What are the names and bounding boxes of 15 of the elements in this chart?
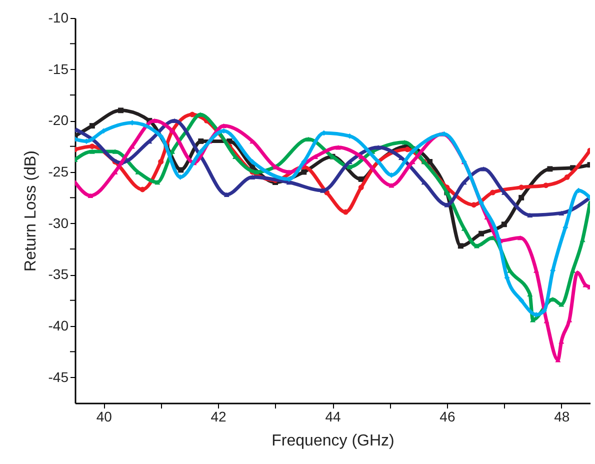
x-tick-label: 40 — [96, 408, 112, 424]
x-axis-title: Frequency (GHz) — [272, 432, 394, 450]
y-axis-title: Return Loss (dB) — [22, 150, 40, 272]
y-tick-label: -15 — [48, 60, 69, 77]
y-tick-label: -40 — [48, 318, 69, 334]
x-tick-label: 42 — [210, 408, 227, 424]
y-tick-label: -10 — [48, 10, 69, 26]
x-tick-label: 44 — [325, 408, 341, 424]
y-tick-label: -35 — [48, 266, 69, 282]
y-tick-label: -30 — [48, 214, 69, 231]
x-tick-label: 46 — [440, 408, 456, 424]
x-tick-label: 48 — [554, 408, 570, 424]
y-tick-label: -45 — [48, 368, 69, 385]
y-tick-label: -25 — [48, 164, 69, 180]
y-tick-label: -20 — [48, 112, 69, 128]
